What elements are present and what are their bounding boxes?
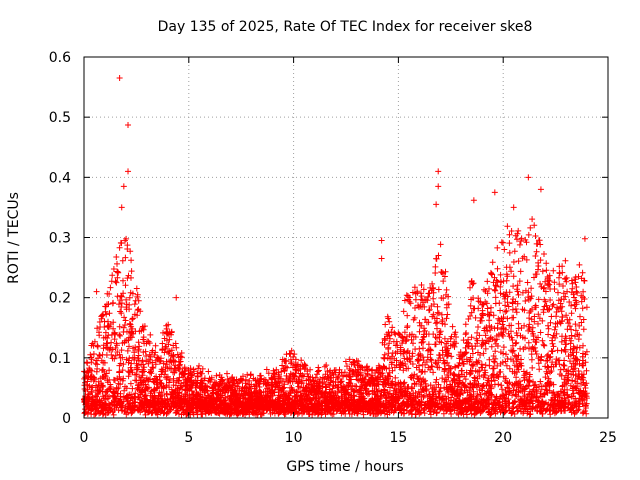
roti-outlier-point	[125, 168, 132, 175]
roti-outlier-point	[173, 294, 180, 301]
x-tick-label: 10	[285, 430, 303, 446]
roti-outlier-point	[116, 75, 123, 82]
roti-outlier-point	[93, 288, 100, 295]
x-tick-label: 20	[494, 430, 512, 446]
roti-outlier-point	[435, 183, 442, 190]
roti-point-cloud	[81, 216, 590, 418]
x-tick-label: 15	[389, 430, 407, 446]
chart-title: Day 135 of 2025, Rate Of TEC Index for r…	[158, 19, 533, 35]
axis-ticks: 0 5 10 15 20 25 0 0.1 0.2 0.3 0.4 0.5 0.6	[49, 50, 617, 446]
x-tick-label: 25	[599, 430, 617, 446]
y-tick-label: 0.1	[49, 351, 71, 367]
roti-outlier-point	[435, 168, 442, 175]
roti-outlier-point	[537, 186, 544, 193]
x-tick-label: 0	[80, 430, 89, 446]
roti-outlier-point	[125, 121, 132, 128]
roti-outlier-point	[118, 204, 125, 211]
y-tick-label: 0.5	[49, 110, 71, 126]
y-tick-label: 0	[62, 411, 71, 427]
x-axis-label: GPS time / hours	[286, 459, 403, 475]
y-tick-label: 0.6	[49, 50, 71, 66]
roti-outlier-point	[378, 255, 385, 262]
y-axis-label: ROTI / TECUs	[6, 192, 22, 284]
roti-outlier-point	[433, 201, 440, 208]
y-tick-label: 0.3	[49, 231, 71, 247]
y-tick-label: 0.4	[49, 170, 71, 186]
data-points	[81, 75, 590, 418]
y-tick-label: 0.2	[49, 291, 71, 307]
roti-outlier-point	[525, 174, 532, 181]
roti-outlier-point	[470, 197, 477, 204]
roti-outlier-point	[581, 235, 588, 242]
roti-outlier-point	[510, 204, 517, 211]
roti-outlier-point	[491, 189, 498, 196]
roti-outlier-point	[378, 237, 385, 244]
x-tick-label: 5	[184, 430, 193, 446]
roti-outlier-point	[120, 183, 127, 190]
